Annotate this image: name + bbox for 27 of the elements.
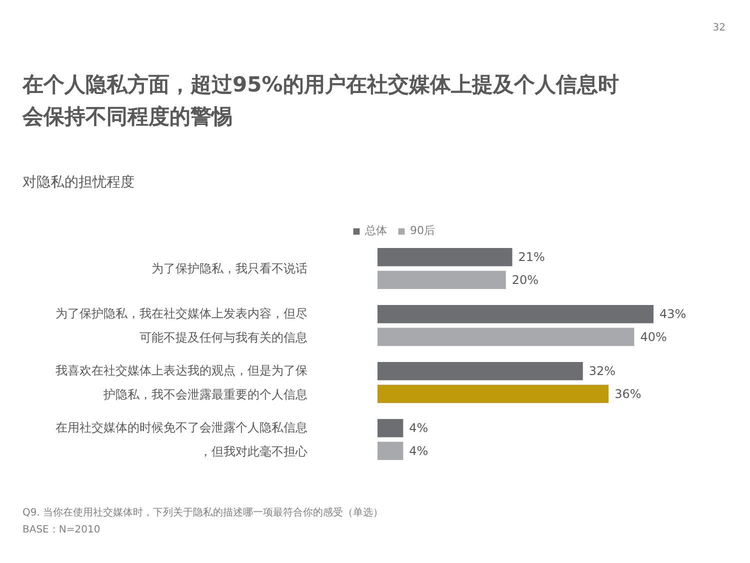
text: BASE：N=2010 <box>22 524 100 536</box>
bar <box>378 418 404 438</box>
text: Q9. 当你在使用社交媒体时，下列关于隐私的描述哪一项最符合你的感受（单选） <box>22 506 384 518</box>
data-label: 4% <box>409 421 428 436</box>
y-tick-label: 为了保护隐私，我只看不说话 <box>152 262 308 276</box>
bar <box>378 362 583 380</box>
data-label: 36% <box>614 386 642 401</box>
bar <box>378 304 654 324</box>
chart-title: 在个人隐私方面，超过95%的用户在社交媒体上提及个人信息时会保持不同程度的警惕 <box>22 72 619 128</box>
y-tick-label: 我喜欢在社交媒体上表达我的观点，但是为了保护隐私，我不会泄露最重要的个人信息 <box>56 364 308 402</box>
bar <box>378 248 512 266</box>
data-label: 32% <box>588 364 616 378</box>
bar <box>378 442 404 460</box>
text: 32 <box>712 22 726 34</box>
y-tick-label: 为了保护隐私，我在社交媒体上发表内容，但尽可能不提及任何与我有关的信息 <box>56 306 308 344</box>
bar <box>378 270 506 290</box>
text: 对隐私的担忧程度 <box>22 174 134 190</box>
y-tick-label: 在用社交媒体的时候免不了会泄露个人隐私信息，但我对此毫不担心 <box>56 420 308 458</box>
legend-label: 总体 <box>365 223 387 238</box>
data-label: 20% <box>512 272 539 287</box>
bar <box>378 384 609 404</box>
data-label: 21% <box>518 250 545 264</box>
data-label: 43% <box>660 307 686 322</box>
legend-label: 90后 <box>410 223 435 238</box>
bar <box>378 328 634 346</box>
data-label: 4% <box>409 444 428 458</box>
data-label: 40% <box>640 330 667 344</box>
